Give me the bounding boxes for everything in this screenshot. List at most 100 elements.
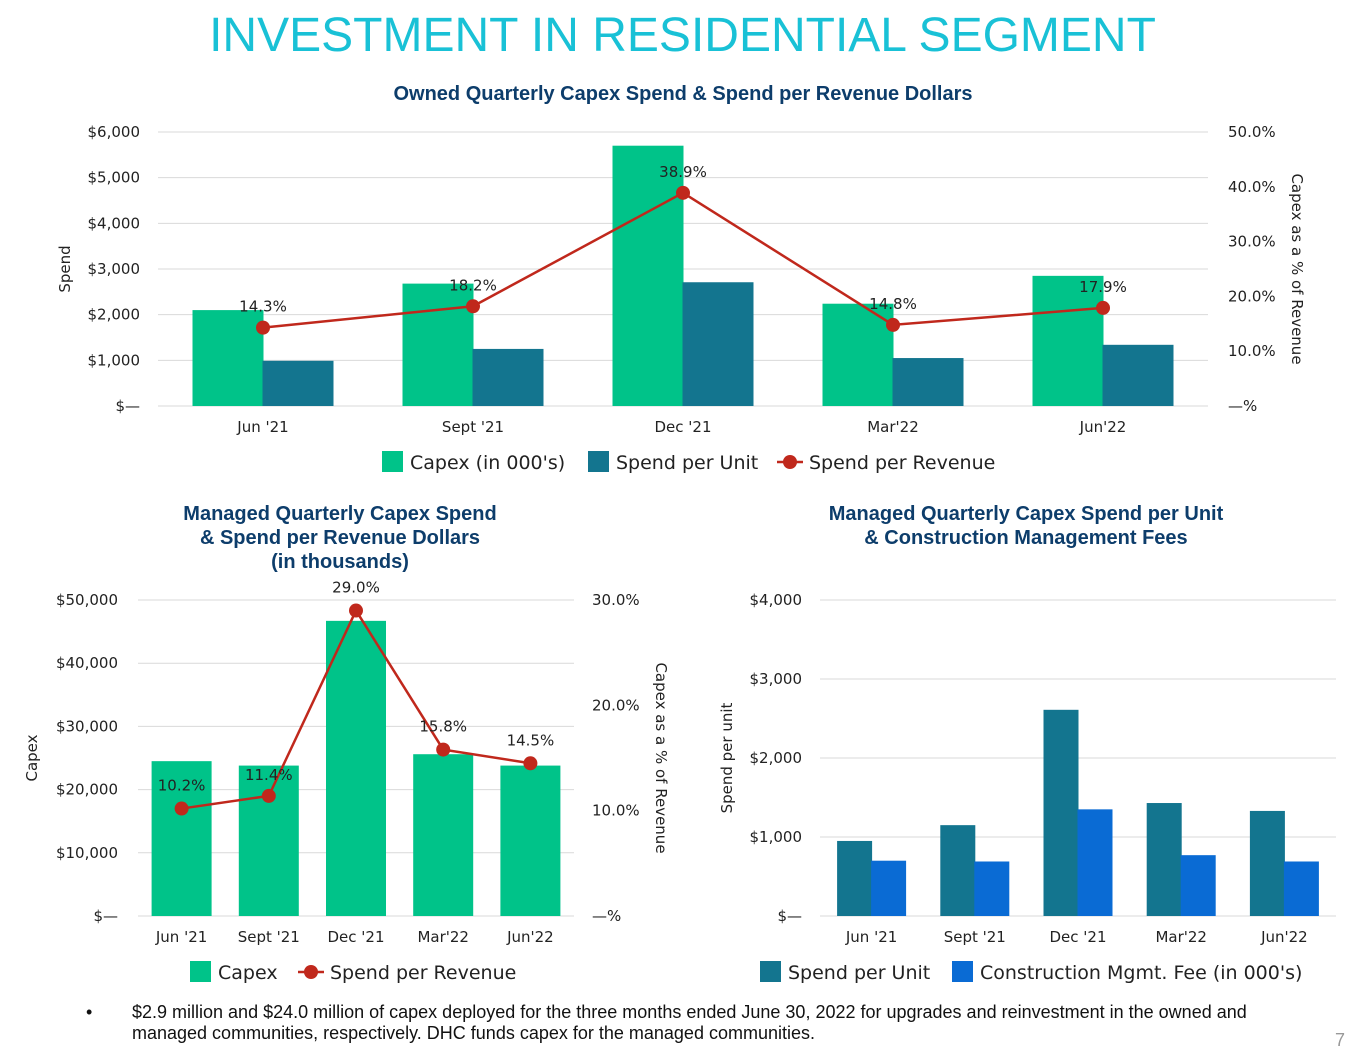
owned-category-label: Sept '21	[442, 418, 504, 436]
owned-category-label: Mar'22	[867, 418, 919, 436]
owned-y-tick-label: $—	[115, 397, 140, 415]
managed-y-tick-label: $—	[93, 907, 118, 925]
owned-revenue-data-label: 18.2%	[449, 276, 497, 294]
unit-chart-title: Managed Quarterly Capex Spend per Unit &…	[776, 502, 1276, 550]
owned-bar-primary	[402, 283, 474, 406]
owned-y2-axis-title: Capex as a % of Revenue	[1288, 173, 1306, 364]
unit-y-axis-title: Spend per unit	[718, 702, 736, 813]
managed-category-label: Dec '21	[327, 928, 384, 946]
owned-bar-primary	[192, 310, 264, 406]
managed-bar-primary	[151, 761, 212, 916]
owned-bar-primary	[822, 303, 894, 406]
managed-chart-title-line-1: Managed Quarterly Capex Spend	[183, 503, 497, 525]
managed-revenue-data-label: 15.8%	[419, 718, 467, 736]
owned-y-tick-label: $4,000	[88, 214, 141, 232]
managed-bar-primary	[238, 765, 299, 916]
managed-category-label: Sept '21	[238, 928, 300, 946]
unit-bar-secondary	[1077, 809, 1113, 916]
unit-category-label: Jun '21	[845, 928, 897, 946]
unit-bar-secondary	[871, 860, 907, 916]
unit-y-tick-label: $2,000	[750, 749, 803, 767]
owned-revenue-data-label: 14.8%	[869, 295, 917, 313]
managed-chart-title: Managed Quarterly Capex Spend & Spend pe…	[140, 502, 540, 574]
managed-legend-label: Capex	[218, 962, 278, 984]
managed-y-tick-label: $30,000	[56, 717, 118, 735]
unit-bar-primary	[837, 840, 873, 916]
owned-revenue-data-label: 14.3%	[239, 298, 287, 316]
owned-y2-tick-label: 10.0%	[1228, 342, 1276, 360]
managed-bar-primary	[500, 765, 561, 916]
owned-revenue-point	[676, 185, 690, 200]
unit-y-tick-label: $4,000	[750, 591, 803, 609]
unit-bar-primary	[940, 825, 976, 916]
managed-legend-label: Spend per Revenue	[330, 962, 516, 984]
managed-legend-marker	[304, 965, 318, 979]
owned-y2-tick-label: 50.0%	[1228, 123, 1276, 141]
owned-legend-label: Spend per Unit	[616, 452, 758, 474]
unit-bar-primary	[1249, 810, 1285, 916]
page-title: INVESTMENT IN RESIDENTIAL SEGMENT	[209, 9, 1156, 62]
unit-legend-label: Spend per Unit	[788, 962, 930, 984]
managed-revenue-data-label: 11.4%	[245, 766, 293, 784]
unit-bar-secondary	[974, 861, 1010, 916]
owned-bar-primary	[612, 145, 684, 406]
owned-y-tick-label: $2,000	[88, 306, 141, 324]
managed-y-axis-title: Capex	[23, 734, 41, 781]
managed-revenue-data-label: 14.5%	[507, 731, 555, 749]
owned-legend-label: Spend per Revenue	[809, 452, 995, 474]
managed-category-label: Jun'22	[506, 928, 554, 946]
owned-y-axis-title: Spend	[56, 245, 74, 292]
unit-legend-swatch	[952, 961, 973, 982]
managed-revenue-data-label: 29.0%	[332, 579, 380, 597]
managed-y-tick-label: $10,000	[56, 844, 118, 862]
unit-bar-secondary	[1283, 861, 1319, 916]
unit-chart-title-line-2: & Construction Management Fees	[864, 527, 1188, 549]
managed-y2-tick-label: 30.0%	[592, 591, 640, 609]
managed-y2-tick-label: 20.0%	[592, 696, 640, 714]
page-number: 7	[1334, 1030, 1345, 1050]
managed-y-tick-label: $40,000	[56, 654, 118, 672]
owned-chart-title: Owned Quarterly Capex Spend & Spend per …	[393, 83, 973, 105]
managed-revenue-point	[174, 801, 189, 816]
unit-bar-secondary	[1180, 855, 1216, 916]
managed-bar-primary	[413, 754, 474, 916]
unit-bar-primary	[1043, 709, 1079, 916]
owned-bar-primary	[1032, 275, 1104, 406]
owned-category-label: Jun '21	[236, 418, 288, 436]
owned-legend-label: Capex (in 000's)	[410, 452, 565, 474]
owned-bar-secondary	[892, 358, 964, 406]
owned-y-tick-label: $1,000	[88, 351, 141, 369]
unit-y-tick-label: $3,000	[750, 670, 803, 688]
owned-category-label: Dec '21	[654, 418, 711, 436]
owned-legend-marker	[783, 455, 797, 469]
owned-revenue-data-label: 17.9%	[1079, 278, 1127, 296]
charts-canvas: $— $1,000 $2,000 $3,000 $4,000 $5,000 $6,000 —%…	[23, 123, 1336, 984]
owned-category-label: Jun'22	[1079, 418, 1127, 436]
footnote-text: $2.9 million and $24.0 million of capex …	[132, 1002, 1247, 1043]
owned-y-tick-label: $6,000	[88, 123, 141, 141]
owned-revenue-point	[256, 320, 270, 335]
owned-y2-tick-label: 20.0%	[1228, 287, 1276, 305]
unit-category-label: Jun'22	[1260, 928, 1308, 946]
unit-y-tick-label: $—	[777, 907, 802, 925]
managed-y2-tick-label: 10.0%	[592, 802, 640, 820]
owned-revenue-point	[886, 317, 900, 332]
owned-bar-secondary	[682, 282, 754, 406]
unit-y-tick-label: $1,000	[750, 828, 803, 846]
managed-revenue-point	[261, 788, 276, 803]
managed-category-label: Jun '21	[155, 928, 207, 946]
managed-bar-primary	[326, 620, 386, 916]
managed-chart-title-line-2: & Spend per Revenue Dollars	[199, 527, 481, 549]
owned-bar-secondary	[472, 348, 544, 406]
unit-bar-primary	[1146, 803, 1182, 916]
owned-legend-swatch	[588, 451, 609, 472]
owned-legend-swatch	[382, 451, 403, 472]
managed-y-tick-label: $20,000	[56, 781, 118, 799]
unit-category-label: Dec '21	[1049, 928, 1106, 946]
managed-y2-tick-label: —%	[592, 907, 621, 925]
managed-legend-swatch	[190, 961, 211, 982]
owned-y2-tick-label: 30.0%	[1228, 233, 1276, 251]
managed-revenue-point	[436, 742, 451, 757]
unit-chart-title-line-1: Managed Quarterly Capex Spend per Unit	[828, 503, 1224, 525]
unit-category-label: Mar'22	[1155, 928, 1207, 946]
